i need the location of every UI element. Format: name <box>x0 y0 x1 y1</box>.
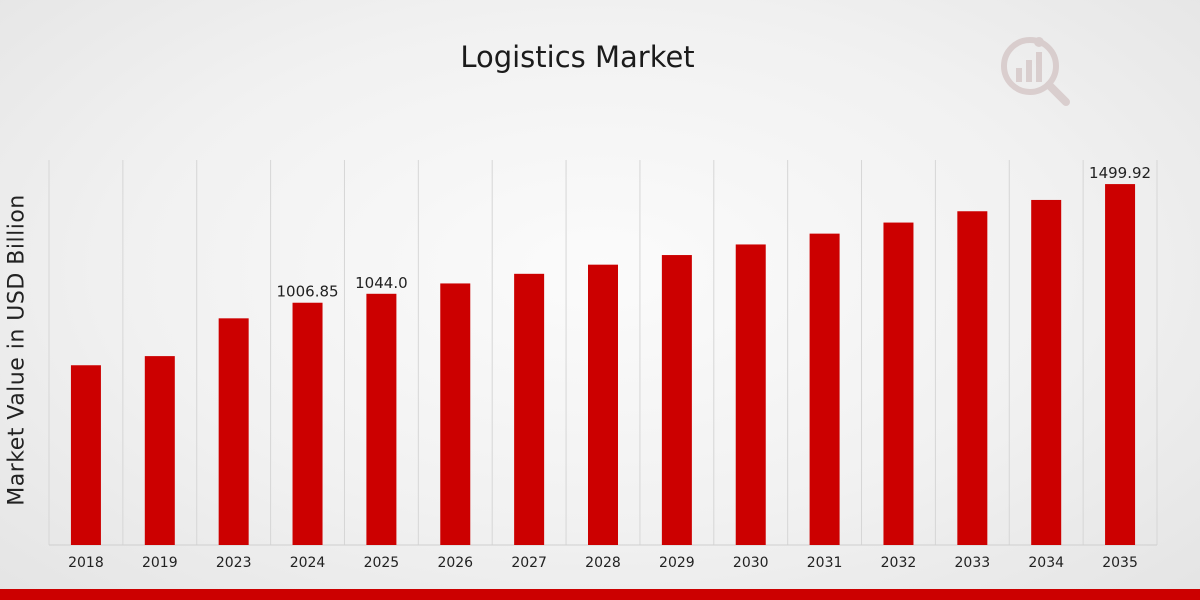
bar-2031 <box>809 233 840 545</box>
bar-2028 <box>588 264 618 545</box>
x-tick-labels: 2018 2019 2023 2024 2025 2026 2027 2028 2029 2030… <box>68 555 1138 571</box>
x-tick-label-2023: 2023 <box>216 555 252 571</box>
watermark-logo-icon <box>1001 37 1070 106</box>
x-tick-label-2029: 2029 <box>659 555 695 571</box>
x-tick-label-2027: 2027 <box>511 555 547 571</box>
x-tick-label-2024: 2024 <box>290 555 326 571</box>
x-tick-label-2019: 2019 <box>142 555 178 571</box>
chart-title: Logistics Market <box>460 40 695 74</box>
grid-lines <box>48 160 1158 546</box>
bar-2034 <box>1031 199 1062 545</box>
data-label-2035: 1499.92 <box>1089 164 1151 182</box>
bar-2023 <box>218 318 249 545</box>
x-tick-label-2032: 2032 <box>881 555 917 571</box>
bar-2032 <box>883 222 914 545</box>
bar-2030 <box>735 244 766 545</box>
data-label-2025: 1044.0 <box>355 274 408 292</box>
bar-2027 <box>514 273 545 545</box>
x-tick-label-2035: 2035 <box>1102 555 1138 571</box>
bottom-accent-bar <box>0 589 1200 600</box>
bar-2029 <box>661 255 692 545</box>
bar-2035 <box>1105 184 1136 545</box>
x-tick-label-2033: 2033 <box>955 555 991 571</box>
data-labels: 1006.85 1044.0 1499.92 <box>277 164 1152 301</box>
x-tick-label-2034: 2034 <box>1028 555 1064 571</box>
data-label-2024: 1006.85 <box>277 283 339 301</box>
bar-2018 <box>70 365 101 545</box>
bar-2033 <box>957 211 988 546</box>
x-tick-label-2025: 2025 <box>364 555 400 571</box>
bar-2025 <box>366 293 397 545</box>
bar-2024 <box>292 302 323 545</box>
x-tick-label-2031: 2031 <box>807 555 843 571</box>
bar-2026 <box>440 283 471 545</box>
bar-2019 <box>144 356 175 545</box>
x-tick-label-2026: 2026 <box>437 555 473 571</box>
x-tick-label-2030: 2030 <box>733 555 769 571</box>
x-tick-label-2018: 2018 <box>68 555 104 571</box>
x-tick-label-2028: 2028 <box>585 555 621 571</box>
bars <box>70 184 1136 546</box>
